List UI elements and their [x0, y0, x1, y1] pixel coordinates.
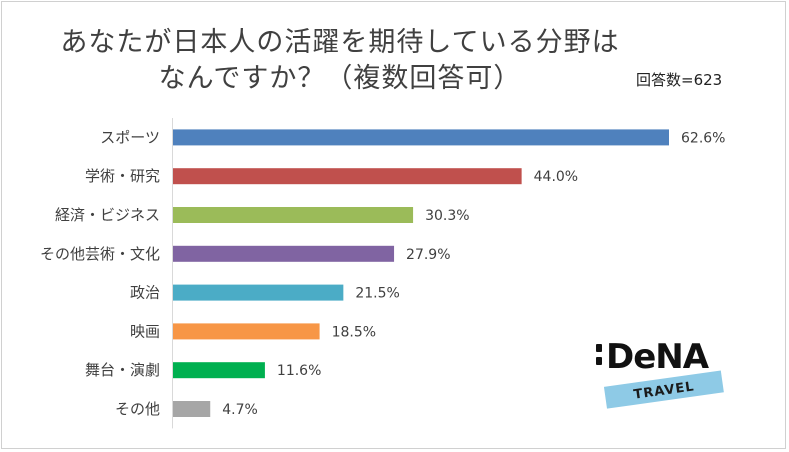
value-label-5: 18.5%: [332, 324, 376, 340]
bar-1: [173, 168, 522, 185]
logo-text: DeNA: [606, 337, 710, 377]
dena-travel-logo: DeNA TRAVEL: [596, 337, 724, 409]
value-label-6: 11.6%: [277, 363, 321, 379]
respondent-count: 回答数=623: [636, 71, 723, 89]
bar-3: [173, 245, 395, 262]
bar-7: [173, 401, 211, 417]
value-label-0: 62.6%: [681, 130, 725, 146]
category-label-6: 舞台・演劇: [85, 361, 160, 379]
bar-6: [173, 362, 265, 379]
category-label-0: スポーツ: [100, 128, 160, 146]
value-label-2: 30.3%: [425, 208, 469, 224]
logo-tape: [603, 370, 724, 409]
chart-title-line-2: なんですか？（複数回答可）: [158, 63, 522, 94]
category-label-4: 政治: [130, 284, 160, 302]
chart-title-line-1: あなたが日本人の活躍を期待している分野は: [60, 27, 620, 58]
bar-2: [173, 207, 414, 223]
category-label-7: その他: [115, 400, 160, 418]
category-label-2: 経済・ビジネス: [55, 206, 160, 224]
value-label-7: 4.7%: [222, 402, 258, 418]
category-label-5: 映画: [130, 322, 160, 340]
bar-0: [173, 129, 669, 146]
bar-5: [173, 323, 320, 340]
value-label-4: 21.5%: [355, 286, 399, 302]
category-label-1: 学術・研究: [85, 167, 160, 185]
bar-4: [173, 284, 344, 301]
value-label-3: 27.9%: [406, 247, 450, 263]
category-label-3: その他芸術・文化: [40, 245, 160, 263]
value-label-1: 44.0%: [534, 169, 578, 185]
